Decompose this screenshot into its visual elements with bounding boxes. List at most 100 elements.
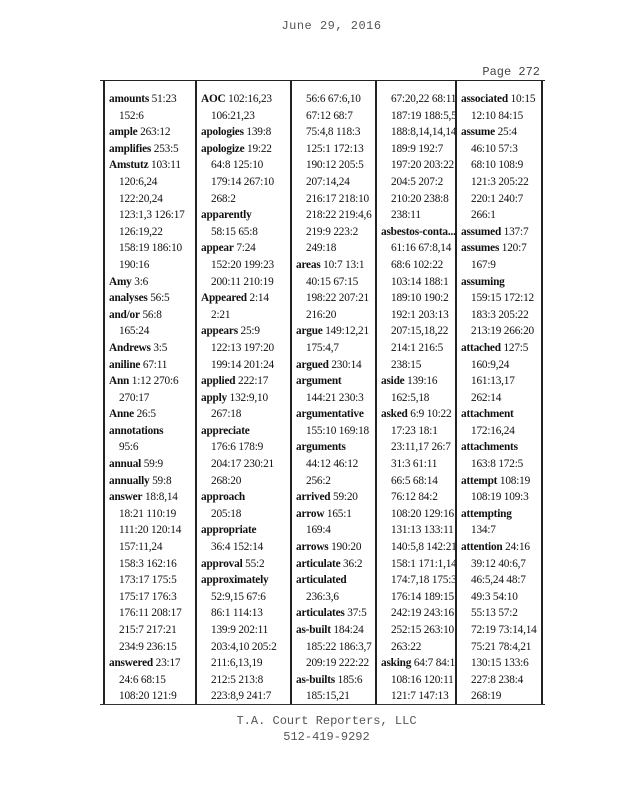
index-page-refs: 49:3 54:10 bbox=[471, 590, 518, 603]
index-page-refs: 67:20,22 68:11 bbox=[391, 93, 455, 105]
index-entry-term-line: areas 10:7 13:1 bbox=[296, 257, 375, 274]
index-page-refs: 40:15 67:15 bbox=[306, 275, 359, 288]
index-page-refs: 25:9 bbox=[237, 325, 261, 338]
index-page-refs: 25:4 bbox=[494, 126, 518, 139]
index-page-refs: 75:21 78:4,21 bbox=[471, 640, 532, 653]
index-term: answered bbox=[109, 657, 154, 670]
index-entry-term-line: assuming bbox=[461, 274, 541, 291]
index-page-refs: 10:15 bbox=[507, 93, 536, 105]
index-page-refs: 56:8 bbox=[139, 308, 162, 321]
index-entry-term-line: approval 55:2 bbox=[201, 556, 290, 573]
index-page-refs: 58:15 65:8 bbox=[211, 225, 258, 238]
index-page-refs: 213:19 266:20 bbox=[471, 325, 534, 338]
index-page-refs: 17:23 18:1 bbox=[391, 424, 438, 437]
index-entry-term-line: apparently bbox=[201, 207, 290, 224]
index-term: annual bbox=[109, 458, 142, 471]
index-page-refs: 67:12 68:7 bbox=[306, 109, 353, 122]
index-page-refs: 61:16 67:8,14 bbox=[391, 242, 452, 255]
index-entry-term-line: apologies 139:8 bbox=[201, 124, 290, 141]
index-page-refs: 7:24 bbox=[233, 242, 256, 255]
index-page-refs: 176:14 189:15 bbox=[391, 590, 454, 603]
index-page-refs: 268:20 bbox=[211, 474, 242, 487]
index-page-refs: 66:5 68:14 bbox=[391, 474, 438, 487]
index-term: applied bbox=[201, 375, 236, 388]
index-page-refs: 183:3 205:22 bbox=[471, 308, 529, 321]
index-page-refs: 210:20 238:8 bbox=[391, 192, 449, 205]
index-page-refs: 51:23 bbox=[149, 93, 177, 105]
index-page-refs: 199:14 201:24 bbox=[211, 358, 274, 371]
index-term: approach bbox=[201, 491, 246, 504]
index-page-refs: 204:5 207:2 bbox=[391, 175, 444, 188]
index-entry-term-line: arrow 165:1 bbox=[296, 506, 375, 523]
index-page-refs: 176:11 208:17 bbox=[119, 607, 182, 620]
index-column-5: associated 10:15 12:10 84:15 assume 25:4 46… bbox=[455, 81, 543, 704]
index-page-refs: 139:9 202:11 bbox=[211, 624, 269, 636]
index-term: AOC bbox=[201, 93, 226, 105]
index-entry-term-line: Amstutz 103:11 bbox=[109, 157, 195, 174]
index-page-refs: 144:21 230:3 bbox=[306, 391, 364, 404]
index-page-refs: 134:7 bbox=[471, 524, 496, 537]
index-page-refs: 64:7 84:1 bbox=[411, 657, 455, 670]
index-page-refs: 207:14,24 bbox=[306, 175, 350, 188]
index-term: assuming bbox=[461, 275, 505, 288]
index-page-refs: 223:8,9 241:7 bbox=[211, 690, 272, 703]
index-term: analyses bbox=[109, 292, 148, 305]
index-term: asked bbox=[381, 408, 408, 421]
index-entry-term-line: AOC 102:16,23 bbox=[201, 91, 290, 108]
index-page-refs: 3:5 bbox=[150, 341, 168, 354]
index-page-refs: 212:5 213:8 bbox=[211, 673, 264, 686]
index-page-refs: 222:17 bbox=[235, 375, 269, 388]
index-page-refs: 249:18 bbox=[306, 242, 337, 255]
index-page-refs: 102:16,23 bbox=[225, 93, 272, 105]
index-page-refs: 64:8 125:10 bbox=[211, 159, 264, 172]
index-term: attention bbox=[461, 541, 503, 554]
index-page-refs: 158:1 171:1,14 bbox=[391, 557, 455, 570]
index-term: appears bbox=[201, 325, 238, 338]
index-page-refs: 200:11 210:19 bbox=[211, 275, 274, 288]
index-page-refs: 68:6 102:22 bbox=[391, 258, 444, 271]
index-term: Andrews bbox=[109, 341, 151, 354]
header-rule bbox=[100, 80, 545, 81]
index-page-refs: 24:16 bbox=[502, 541, 530, 554]
index-term: appear bbox=[201, 242, 234, 255]
index-page-refs: 262:14 bbox=[471, 391, 502, 404]
index-entry-term-line: Amy 3:6 bbox=[109, 274, 195, 291]
index-page-refs: 139:16 bbox=[404, 375, 438, 388]
index-page-refs: 268:19 bbox=[471, 690, 502, 703]
index-entry-term-line: assumes 120:7 bbox=[461, 240, 541, 257]
index-page-refs: 242:19 243:16 bbox=[391, 607, 454, 620]
index-page-refs: 189:10 190:2 bbox=[391, 292, 449, 305]
index-page-refs: 72:19 73:14,14 bbox=[471, 624, 537, 636]
index-page-refs: 185:15,21 bbox=[306, 690, 350, 703]
index-term: areas bbox=[296, 258, 321, 271]
index-page-refs: 59:8 bbox=[149, 474, 172, 487]
index-entry-term-line: argumentative bbox=[296, 406, 375, 423]
index-page-refs: 252:15 263:10 bbox=[391, 624, 454, 636]
court-reporter-name: T.A. Court Reporters, LLC bbox=[236, 714, 417, 728]
index-entry-term-line: annotations bbox=[109, 423, 195, 440]
index-entry-term-line: assumed 137:7 bbox=[461, 224, 541, 241]
index-page-refs: 266:1 bbox=[471, 209, 496, 222]
index-term: as-builts bbox=[296, 673, 336, 686]
word-index-table: amounts 51:23 152:6 ample 263:12 amplifies … bbox=[103, 81, 543, 704]
index-page-refs: 56:5 bbox=[147, 292, 170, 305]
index-term: arrow bbox=[296, 507, 325, 520]
index-page-refs: 123:1,3 126:17 bbox=[119, 209, 185, 222]
index-page-refs: 238:15 bbox=[391, 358, 422, 371]
index-term: amplifies bbox=[109, 142, 152, 155]
index-page-refs: 121:7 147:13 bbox=[391, 690, 449, 703]
index-page-refs: 207:15,18,22 bbox=[391, 325, 449, 338]
index-page-refs: 108:16 120:11 bbox=[391, 673, 454, 686]
index-page-refs: 108:20 129:16 bbox=[391, 507, 454, 520]
footer-rule bbox=[100, 704, 545, 705]
index-page-refs: 103:14 188:1 bbox=[391, 275, 449, 288]
index-page-refs: 68:10 108:9 bbox=[471, 159, 524, 172]
index-term: attempting bbox=[461, 507, 512, 520]
index-term: Amy bbox=[109, 275, 132, 288]
index-entry-term-line: associated 10:15 bbox=[461, 91, 541, 108]
index-page-refs: 86:1 114:13 bbox=[211, 607, 263, 620]
index-page-refs: 59:20 bbox=[330, 491, 358, 504]
index-page-refs: 157:11,24 bbox=[119, 541, 163, 554]
index-entry-term-line: approach bbox=[201, 489, 290, 506]
index-entry-term-line: Anne 26:5 bbox=[109, 406, 195, 423]
